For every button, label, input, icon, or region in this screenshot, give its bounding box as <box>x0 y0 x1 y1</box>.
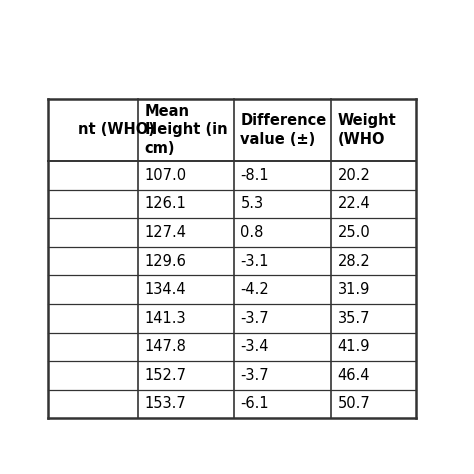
Text: -3.7: -3.7 <box>240 311 269 326</box>
Text: 134.4: 134.4 <box>145 282 186 297</box>
Text: 126.1: 126.1 <box>145 197 187 211</box>
Text: -8.1: -8.1 <box>240 168 269 183</box>
Text: 25.0: 25.0 <box>337 225 371 240</box>
Text: 107.0: 107.0 <box>145 168 187 183</box>
Text: 20.2: 20.2 <box>337 168 371 183</box>
Text: nt (WHO): nt (WHO) <box>78 122 155 137</box>
Text: 41.9: 41.9 <box>337 339 370 354</box>
Text: 28.2: 28.2 <box>337 254 371 269</box>
Text: 0.8: 0.8 <box>240 225 264 240</box>
Text: 147.8: 147.8 <box>145 339 187 354</box>
Text: -3.4: -3.4 <box>240 339 269 354</box>
Text: -6.1: -6.1 <box>240 396 269 411</box>
Text: 46.4: 46.4 <box>337 368 370 383</box>
Text: 22.4: 22.4 <box>337 197 371 211</box>
Text: 129.6: 129.6 <box>145 254 187 269</box>
Text: 35.7: 35.7 <box>337 311 370 326</box>
Text: 153.7: 153.7 <box>145 396 187 411</box>
Text: 5.3: 5.3 <box>240 197 264 211</box>
Text: Mean
Height (in
cm): Mean Height (in cm) <box>145 104 228 156</box>
Text: 31.9: 31.9 <box>337 282 370 297</box>
Text: 50.7: 50.7 <box>337 396 371 411</box>
Text: 127.4: 127.4 <box>145 225 187 240</box>
Text: -3.1: -3.1 <box>240 254 269 269</box>
Text: 141.3: 141.3 <box>145 311 186 326</box>
Text: 152.7: 152.7 <box>145 368 187 383</box>
Text: Difference
value (±): Difference value (±) <box>240 113 327 147</box>
Text: -4.2: -4.2 <box>240 282 269 297</box>
Text: Weight
(WHO: Weight (WHO <box>337 113 396 147</box>
Text: -3.7: -3.7 <box>240 368 269 383</box>
